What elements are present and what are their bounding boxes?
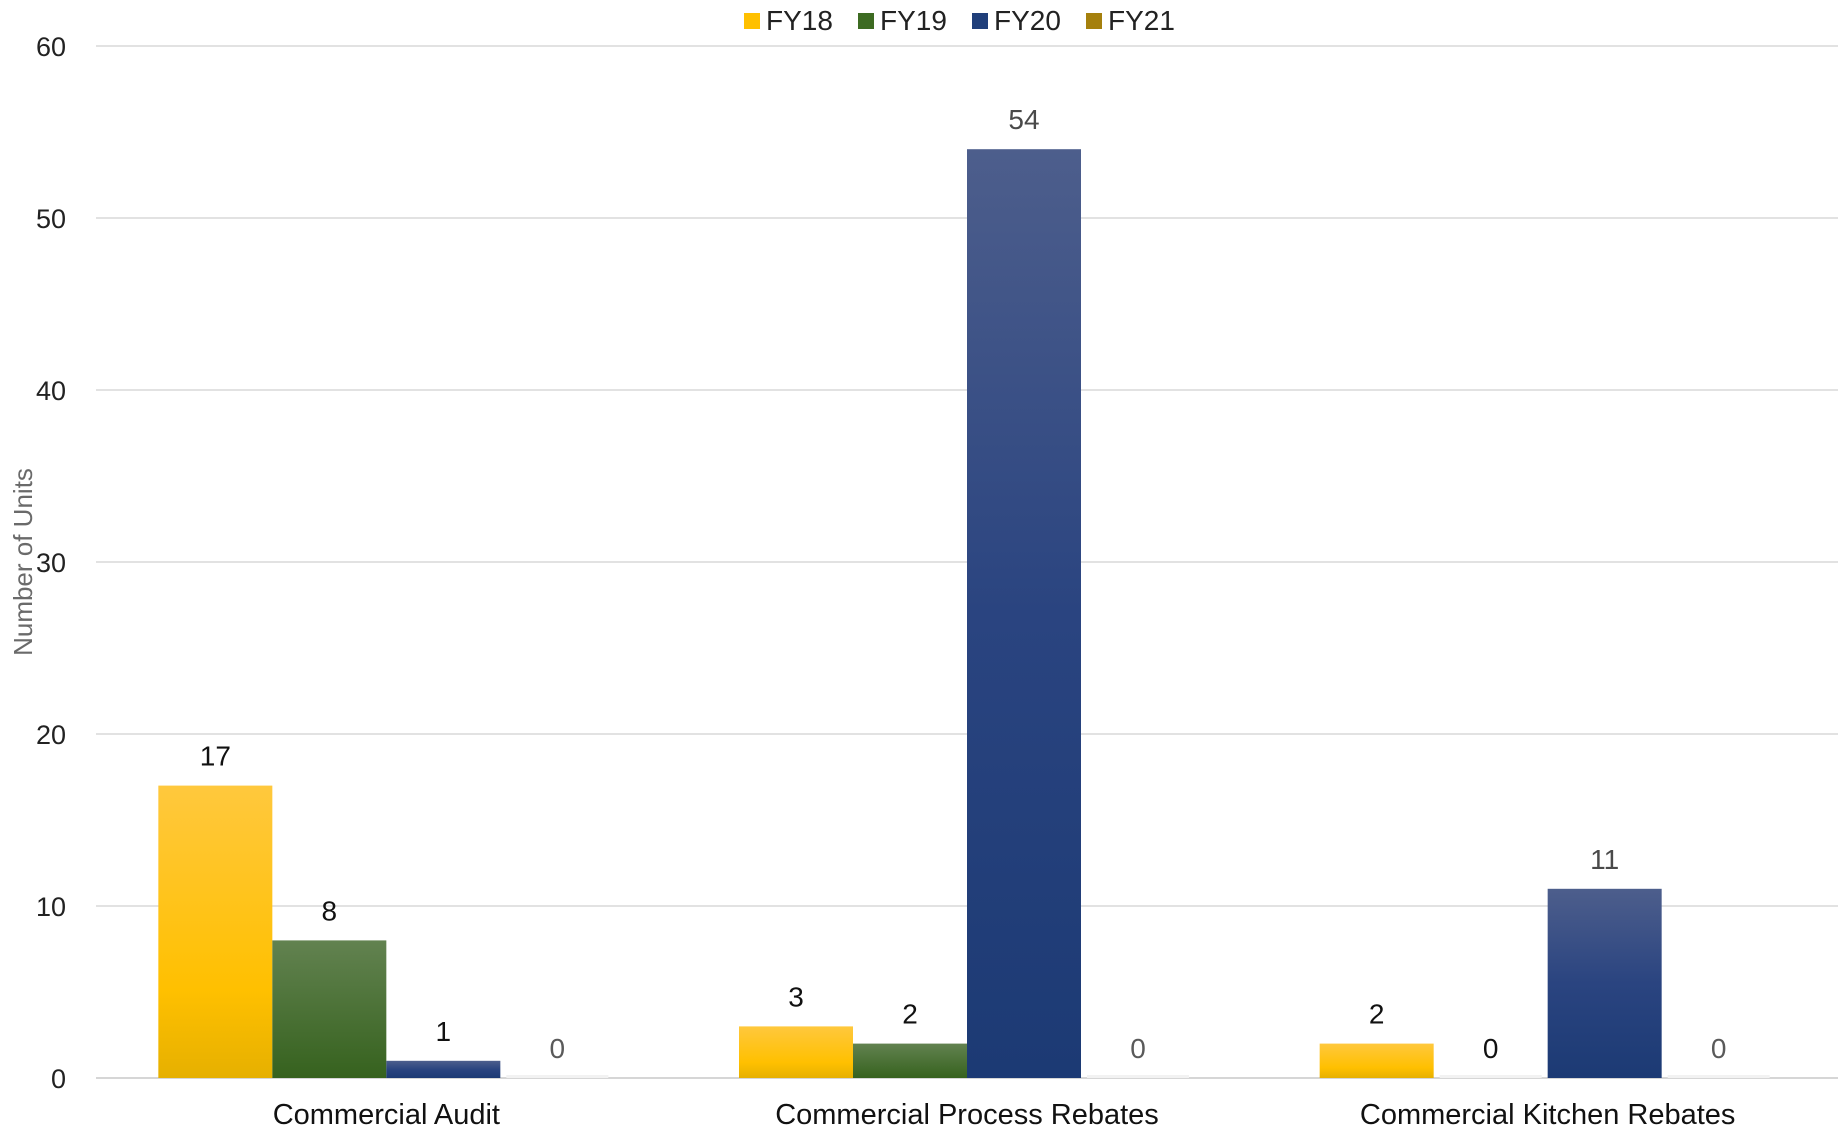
data-label: 0 [1130,1033,1146,1064]
bar-fy19 [1439,1075,1542,1078]
data-label: 0 [1711,1033,1727,1064]
data-label: 17 [200,741,231,772]
data-label: 54 [1008,104,1039,135]
bar-fy18 [158,785,273,1078]
y-axis-title: Number of Units [8,468,38,656]
data-label: 1 [436,1016,452,1047]
y-axis-ticks: 0 10 20 30 40 50 60 [36,32,66,1094]
data-labels: 17 8 1 0 3 2 54 0 2 0 11 0 [200,104,1727,1064]
data-label: 2 [1369,999,1385,1030]
legend-swatch [744,13,760,29]
bar-fy18 [1319,1043,1434,1078]
bar-fy21 [1667,1075,1770,1078]
y-tick-label: 60 [36,32,66,62]
data-label: 0 [550,1033,566,1064]
category-label: Commercial Process Rebates [775,1099,1159,1131]
y-tick-label: 0 [51,1064,66,1094]
data-label: 0 [1483,1033,1499,1064]
y-tick-label: 30 [36,548,66,578]
bar-fy18 [739,1026,853,1078]
x-axis-categories: Commercial Audit Commercial Process Rebat… [273,1099,1736,1131]
legend-swatch [1086,13,1102,29]
bar-fy20 [967,149,1081,1078]
data-label: 3 [788,981,804,1012]
category-label: Commercial Audit [273,1099,500,1131]
data-label: 8 [322,895,338,926]
category-label: Commercial Kitchen Rebates [1360,1099,1736,1131]
bar-fy20 [386,1060,501,1078]
data-label: 2 [902,999,918,1030]
data-label: 11 [1590,844,1619,875]
bar-fy19 [272,940,387,1078]
legend-swatch [858,13,874,29]
bar-fy20 [1547,888,1662,1078]
legend-label: FY18 [766,5,833,36]
bar-fy21 [506,1075,609,1078]
legend: FY18 FY19 FY20 FY21 [744,5,1175,36]
y-tick-label: 10 [36,892,66,922]
legend-label: FY19 [880,5,947,36]
bars [158,149,1770,1078]
bar-fy19 [853,1043,967,1078]
legend-swatch [972,13,988,29]
y-tick-label: 20 [36,720,66,750]
y-tick-label: 40 [36,376,66,406]
bar-fy21 [1087,1075,1189,1078]
legend-label: FY20 [994,5,1061,36]
legend-label: FY21 [1108,5,1175,36]
y-tick-label: 50 [36,204,66,234]
